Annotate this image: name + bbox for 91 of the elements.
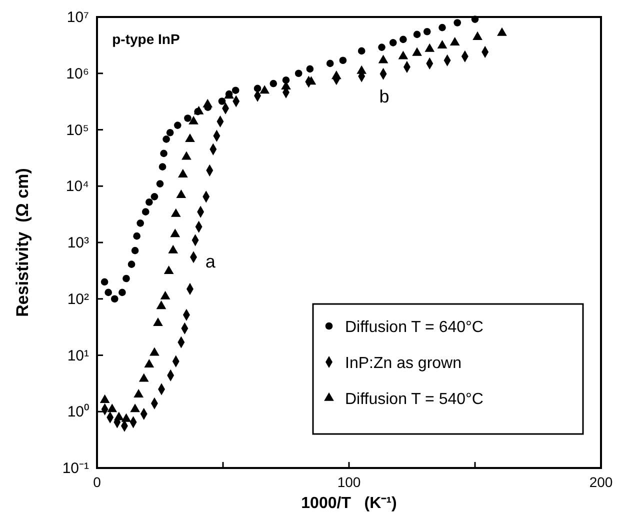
point (122, 274, 130, 282)
annotation: a (205, 251, 216, 272)
point (160, 150, 168, 158)
point (144, 359, 154, 368)
point (182, 151, 192, 160)
point (142, 208, 150, 216)
x-axis-title: 1000/T (K⁻¹) (301, 495, 397, 512)
point (270, 80, 278, 88)
point (170, 228, 180, 238)
point (356, 65, 367, 74)
point (130, 404, 140, 412)
y-tick-label: 10⁶ (66, 65, 89, 82)
point (424, 43, 435, 52)
point (136, 220, 144, 227)
point (146, 198, 153, 206)
legend-label: Diffusion T = 640°C (345, 319, 484, 336)
point (150, 347, 160, 356)
point (156, 180, 164, 188)
point (104, 288, 112, 296)
point (254, 84, 262, 92)
point (110, 295, 118, 303)
point (232, 86, 240, 94)
point (107, 404, 118, 412)
point (185, 134, 195, 142)
y-tick-label: 10¹ (67, 347, 89, 364)
y-tick-label: 10³ (67, 234, 89, 252)
point (138, 373, 149, 382)
x-tick-label: 200 (589, 474, 613, 490)
y-tick-label: 10² (67, 290, 89, 308)
point (194, 106, 204, 114)
point (158, 163, 166, 170)
point (389, 39, 397, 46)
point (134, 388, 144, 398)
y-tick-label: 10⁷ (66, 9, 89, 26)
point (400, 36, 407, 44)
point (184, 114, 192, 122)
x-tick-label: 0 (93, 474, 102, 490)
point (174, 122, 182, 129)
y-axis-title: Resistivity (Ω cm) (13, 168, 32, 317)
point (128, 260, 136, 268)
point (131, 246, 139, 254)
point (294, 70, 302, 78)
point (166, 128, 174, 136)
point (118, 288, 126, 296)
point (412, 47, 422, 56)
point (218, 98, 226, 105)
point (358, 47, 366, 55)
point (378, 44, 386, 51)
point (450, 37, 460, 46)
legend-label: InP:Zn as grown (345, 355, 462, 372)
point (100, 278, 108, 286)
point (176, 190, 186, 198)
point (471, 16, 479, 23)
point (423, 28, 431, 36)
point (326, 60, 334, 68)
y-tick-label: 10⁵ (66, 122, 89, 139)
point (306, 76, 316, 85)
point (164, 265, 174, 274)
y-tick-label: 10⁻¹ (62, 460, 89, 477)
point (160, 290, 170, 300)
point (156, 300, 166, 310)
point (121, 413, 132, 422)
legend-label: Diffusion T = 540°C (345, 391, 484, 408)
point (178, 168, 188, 178)
annotation: b (379, 86, 390, 107)
annotation: p-type InP (112, 31, 180, 48)
point (454, 19, 462, 26)
point (378, 54, 388, 64)
x-tick-label: 100 (337, 474, 361, 490)
point (153, 318, 163, 326)
point (114, 412, 124, 420)
point (339, 56, 347, 64)
point (331, 70, 342, 80)
point (168, 244, 178, 254)
point (398, 50, 408, 60)
point (162, 136, 170, 143)
point (100, 394, 110, 403)
point (438, 24, 446, 32)
y-tick-label: 10⁴ (66, 178, 89, 196)
point (472, 31, 482, 40)
point (437, 40, 448, 49)
point (306, 65, 314, 73)
point (188, 116, 198, 124)
point (413, 30, 421, 38)
point (150, 193, 158, 200)
point (170, 208, 181, 217)
point (202, 98, 213, 108)
point (260, 85, 270, 94)
point (497, 27, 507, 36)
y-tick-label: 10⁰ (67, 404, 89, 421)
point (133, 232, 140, 240)
